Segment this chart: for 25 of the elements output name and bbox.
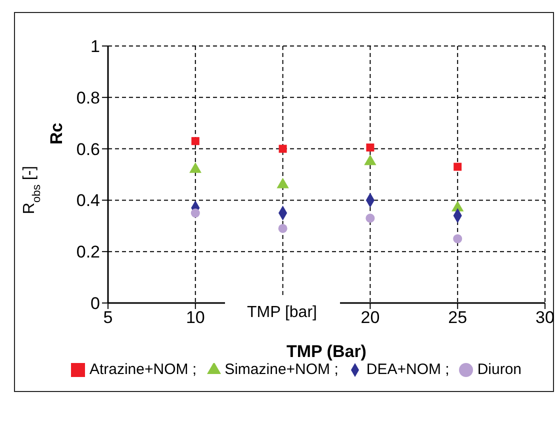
y-tick-label: 0.6: [76, 140, 100, 159]
point: [278, 144, 287, 153]
legend-label: Atrazine+NOM ;: [89, 361, 197, 378]
y-axis-title: Rc: [47, 122, 66, 144]
y-tick-label: 0.4: [76, 191, 100, 210]
point: [366, 214, 375, 223]
y-tick-label: 1: [90, 37, 100, 56]
y-tick-label: 0.2: [76, 242, 100, 262]
x-axis-title: TMP (Bar): [286, 342, 366, 361]
point: [453, 234, 462, 244]
x-tick-label: 20: [360, 308, 380, 328]
point: [191, 137, 200, 146]
point: [190, 208, 200, 218]
point: [278, 224, 288, 233]
point: [366, 144, 374, 152]
text: TMP [bar]: [247, 304, 317, 321]
x-tick-label: 5: [103, 308, 113, 328]
x-tick-label: 10: [186, 308, 205, 328]
y-tick-label: 0.8: [76, 88, 100, 108]
x-tick-label: 25: [448, 308, 468, 328]
legend-label: DEA+NOM ;: [366, 361, 450, 378]
y-tick-label: 0: [90, 294, 100, 314]
legend-label: Diuron: [477, 361, 522, 378]
legend-label: Simazine+NOM ;: [224, 361, 338, 378]
point: [454, 162, 462, 171]
